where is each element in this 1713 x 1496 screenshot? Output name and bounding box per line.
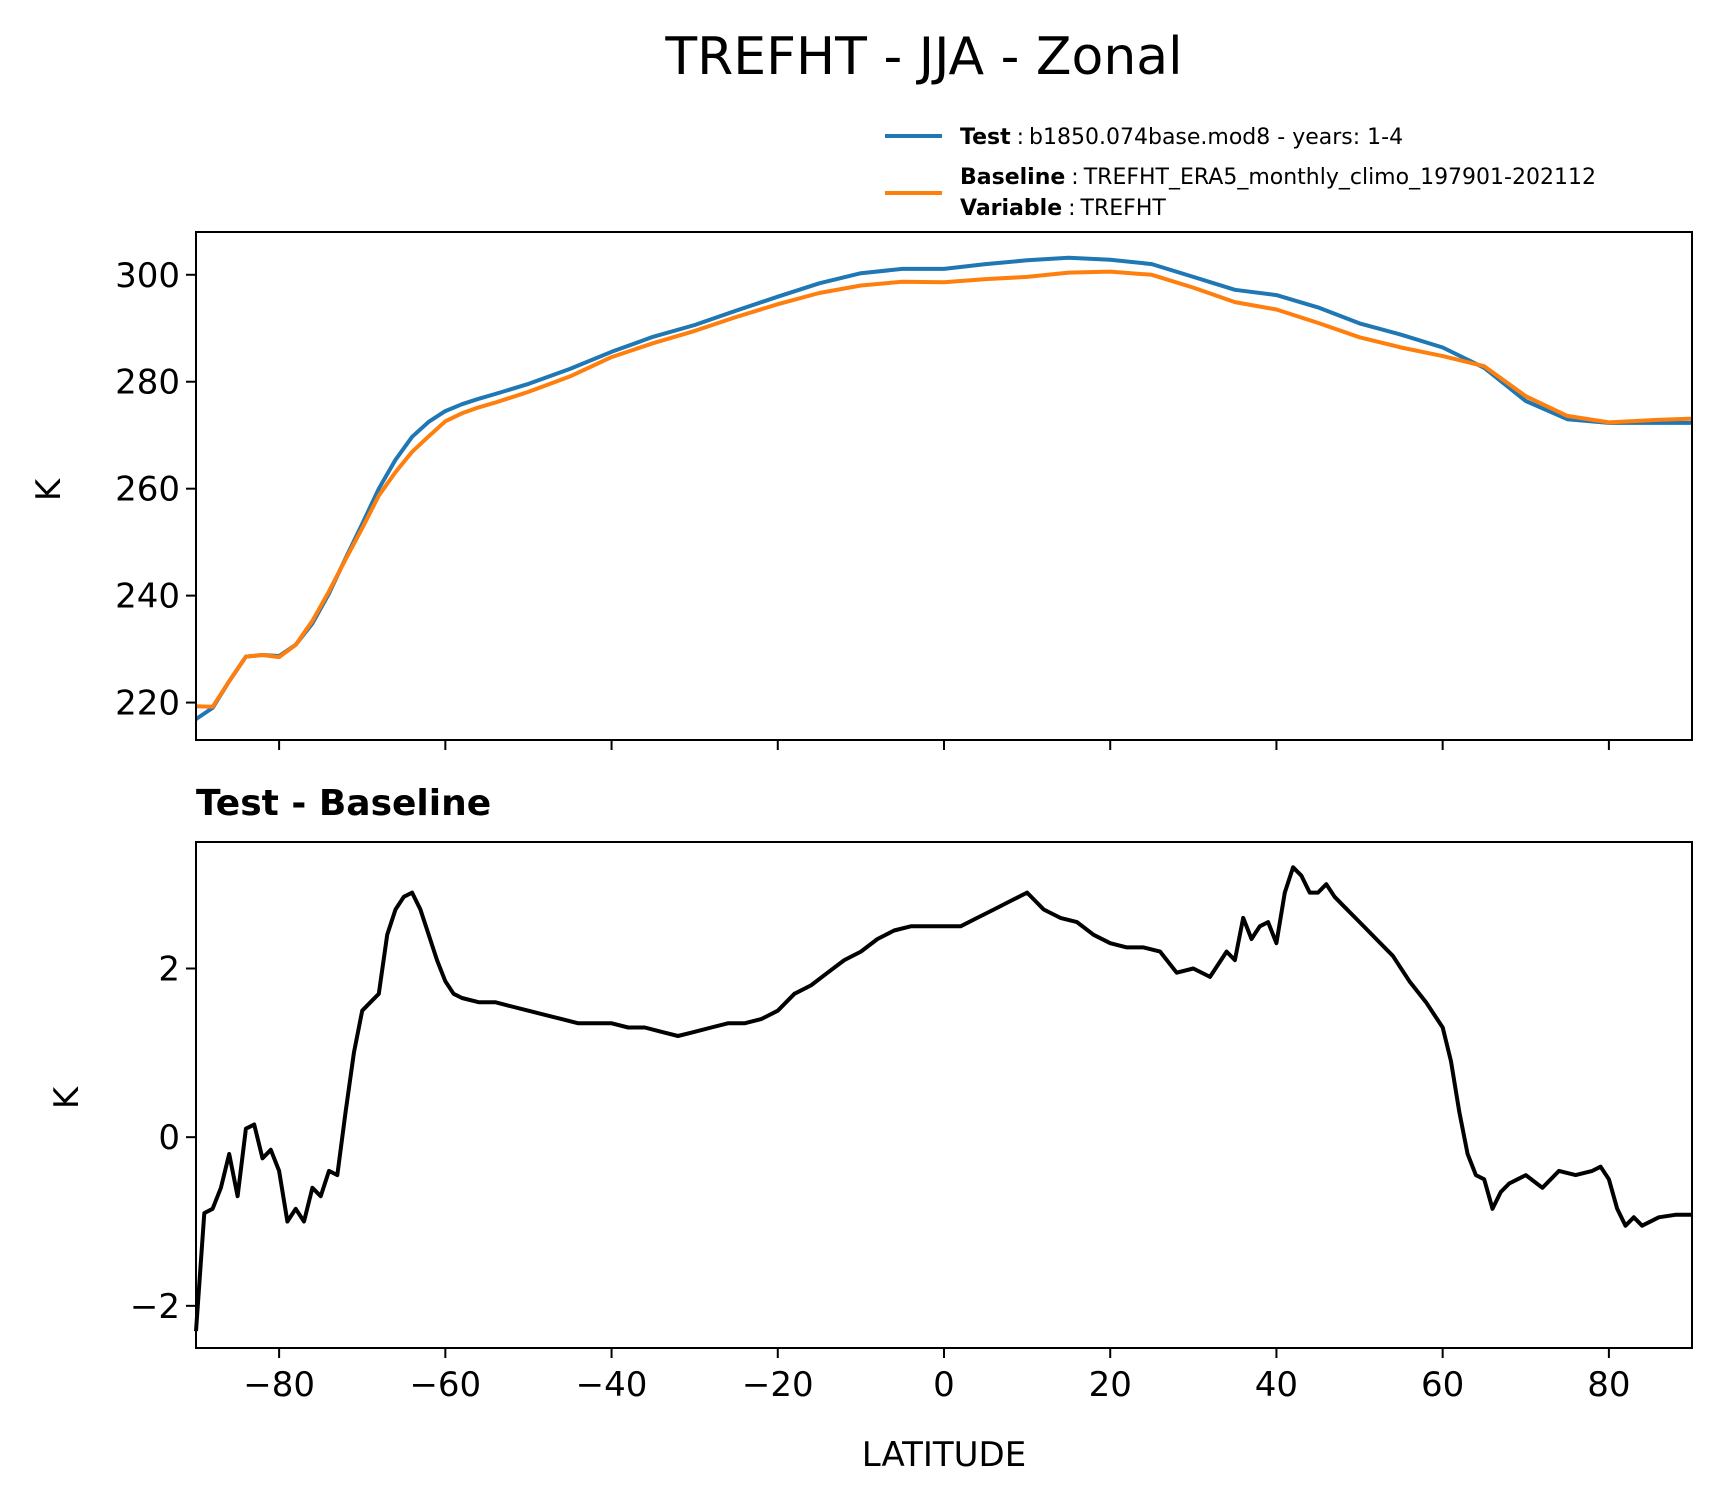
legend-sep-variable: : [1068, 196, 1075, 221]
xtick-label: −40 [576, 1365, 648, 1405]
xtick-label: 40 [1255, 1365, 1298, 1405]
legend-sep-baseline: : [1071, 165, 1078, 190]
bottom-xticks: −80 −60 −40 −20 0 20 40 60 80 [243, 1348, 1631, 1405]
top-xticks [278, 740, 1610, 750]
legend-entry-variable: Variable: TREFHT [960, 196, 1166, 221]
bottom-ylabel: K [47, 1085, 87, 1109]
legend-sep-test: : [1017, 125, 1024, 150]
legend-entry-test: Test: b1850.074base.mod8 - years: 1-4 [960, 125, 1403, 150]
xtick-label: −60 [409, 1365, 481, 1405]
legend-text-test: b1850.074base.mod8 - years: 1-4 [1029, 125, 1403, 150]
series-line-test [194, 255, 1692, 721]
bottom-lines [194, 865, 1692, 1332]
ytick-label: −2 [130, 1287, 180, 1327]
legend-entry-baseline: Baseline: TREFHT_ERA5_monthly_climo_19790… [960, 165, 1596, 190]
ytick-label: 280 [115, 363, 180, 403]
legend-key-test: Test [960, 125, 1011, 150]
ytick-label: 260 [115, 470, 180, 510]
ytick-label: 240 [115, 577, 180, 617]
xtick-label: −80 [243, 1365, 315, 1405]
top-yticks: 220 240 260 280 300 [115, 256, 196, 724]
ytick-label: 300 [115, 256, 180, 296]
xtick-label: 80 [1587, 1365, 1630, 1405]
legend: Test: b1850.074base.mod8 - years: 1-4 Bas… [885, 125, 1596, 221]
ytick-label: 220 [115, 684, 180, 724]
legend-key-baseline: Baseline [960, 165, 1065, 190]
xtick-label: 0 [933, 1365, 955, 1405]
xtick-label: 20 [1089, 1365, 1132, 1405]
top-ylabel: K [29, 477, 69, 501]
legend-text-baseline: TREFHT_ERA5_monthly_climo_197901-202112 [1083, 165, 1596, 190]
series-line-difference [194, 865, 1692, 1332]
series-line-baseline [195, 269, 1693, 709]
ytick-label: 0 [158, 1118, 180, 1158]
figure-title: TREFHT - JJA - Zonal [664, 27, 1182, 87]
bottom-axes-frame [195, 841, 1693, 1349]
bottom-title: Test - Baseline [196, 783, 491, 824]
legend-key-variable: Variable [960, 196, 1062, 221]
ytick-label: 2 [158, 950, 180, 990]
top-lines [194, 255, 1693, 721]
legend-text-variable: TREFHT [1080, 196, 1167, 221]
bottom-panel: Test - Baseline −202 −80 −60 −40 −20 0 20 40 60… [47, 783, 1693, 1475]
xtick-label: 60 [1421, 1365, 1464, 1405]
top-axes-frame [195, 231, 1693, 741]
xtick-label: −20 [742, 1365, 814, 1405]
top-panel: 220 240 260 280 300 K [29, 231, 1693, 750]
bottom-xlabel: LATITUDE [862, 1435, 1026, 1475]
bottom-yticks: −2 0 2 [130, 950, 196, 1327]
